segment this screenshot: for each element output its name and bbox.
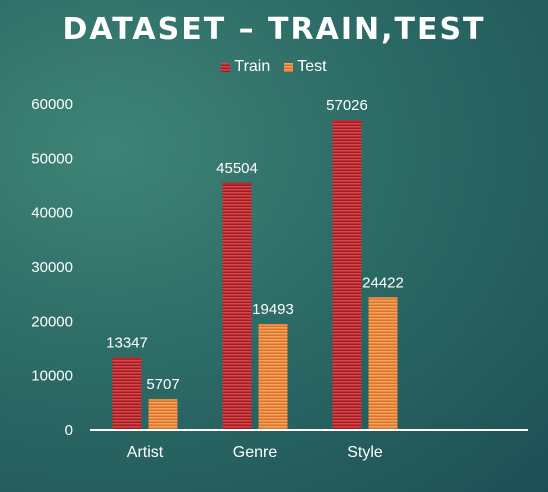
legend-label-test: Test: [297, 58, 327, 75]
x-axis-tick-labels: Artist Genre Style: [127, 444, 383, 461]
y-tick-label: 30000: [31, 259, 73, 276]
bar-top-edge: [368, 297, 398, 300]
data-label-test-artist: 5707: [146, 376, 179, 393]
y-tick-label: 50000: [31, 150, 73, 167]
y-tick-label: 40000: [31, 205, 73, 222]
bar-top-edge: [222, 182, 252, 185]
y-axis-tick-labels: 0 10000 20000 30000 40000 50000 60000: [31, 96, 73, 439]
bars: [112, 120, 398, 431]
y-tick-label: 60000: [31, 96, 73, 113]
bar-test-style: [368, 297, 398, 430]
bar-test-genre: [258, 324, 288, 430]
data-label-train-genre: 45504: [216, 160, 258, 177]
data-label-test-style: 24422: [362, 274, 404, 291]
chart-legend: Train Test: [0, 58, 548, 76]
legend-swatch-train: [221, 62, 231, 72]
legend-label-train: Train: [234, 58, 271, 75]
bar-test-artist: [148, 398, 178, 430]
legend-item-train: Train: [221, 58, 270, 76]
bar-top-edge: [112, 357, 142, 360]
y-tick-label: 10000: [31, 368, 73, 385]
y-tick-label: 20000: [31, 313, 73, 330]
bar-top-edge: [258, 324, 288, 327]
bar-train-artist: [112, 357, 142, 430]
legend-swatch-test: [284, 62, 294, 72]
x-tick-label: Artist: [127, 444, 164, 461]
chart-title: DATASET – TRAIN,TEST: [62, 12, 486, 47]
data-label-train-style: 57026: [326, 97, 368, 114]
bar-top-edge: [332, 120, 362, 123]
legend-item-test: Test: [284, 58, 327, 76]
data-label-train-artist: 13347: [106, 334, 148, 351]
y-tick-label: 0: [65, 422, 73, 439]
bar-data-labels: 13347 45504 57026 5707 19493 24422: [106, 97, 404, 393]
bar-top-edge: [148, 398, 178, 401]
bar-train-genre: [222, 182, 252, 430]
data-label-test-genre: 19493: [252, 301, 294, 318]
x-tick-label: Genre: [233, 444, 278, 461]
bar-train-style: [332, 120, 362, 431]
x-tick-label: Style: [347, 444, 383, 461]
